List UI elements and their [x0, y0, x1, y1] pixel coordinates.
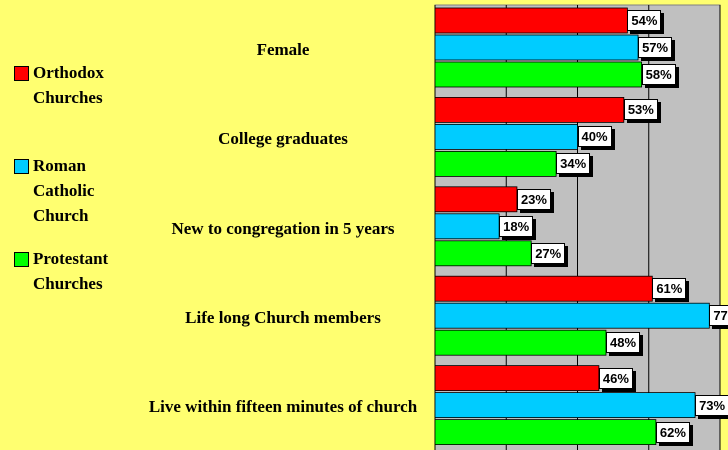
legend-swatch [14, 159, 29, 174]
bar [434, 61, 643, 88]
category-label: New to congregation in 5 years [171, 218, 395, 238]
bar [434, 302, 710, 329]
value-label: 54% [627, 10, 662, 31]
category-label: Life long Church members [185, 307, 381, 327]
category-label: College graduates [218, 129, 348, 149]
bar [434, 34, 639, 61]
bar [434, 186, 518, 213]
value-label: 58% [641, 64, 676, 85]
value-label: 73% [695, 394, 728, 416]
legend-swatch [14, 66, 29, 81]
legend-label: Roman Catholic Church [33, 156, 95, 225]
legend-item: Roman Catholic Church [14, 153, 148, 228]
legend-item: Protestant Churches [14, 246, 148, 296]
value-label: 53% [623, 99, 658, 121]
bar [434, 213, 500, 240]
bar [434, 240, 532, 267]
bar [434, 97, 625, 123]
value-label: 61% [652, 278, 687, 300]
bar [434, 329, 607, 356]
legend-swatch [14, 252, 29, 267]
value-label: 27% [531, 242, 566, 264]
bar [434, 150, 557, 177]
legend-item: Orthodox Churches [14, 60, 148, 110]
value-label: 18% [499, 215, 534, 237]
legend-label: Protestant Churches [33, 249, 109, 293]
value-label: 48% [606, 332, 641, 354]
bar [434, 419, 657, 446]
category-label: Female [256, 39, 310, 59]
bar [434, 392, 696, 419]
value-label: 34% [556, 153, 591, 175]
bar [434, 124, 578, 150]
value-label: 46% [598, 367, 633, 389]
bar [434, 7, 628, 34]
value-label: 23% [516, 188, 551, 210]
value-label: 62% [655, 421, 690, 443]
bar [434, 365, 600, 392]
value-label: 57% [638, 37, 673, 58]
bar [434, 275, 653, 302]
legend-label: Orthodox Churches [33, 63, 104, 107]
value-label: 77% [709, 305, 728, 327]
category-label: Live within fifteen minutes of church [148, 397, 418, 417]
value-label: 40% [577, 126, 612, 148]
